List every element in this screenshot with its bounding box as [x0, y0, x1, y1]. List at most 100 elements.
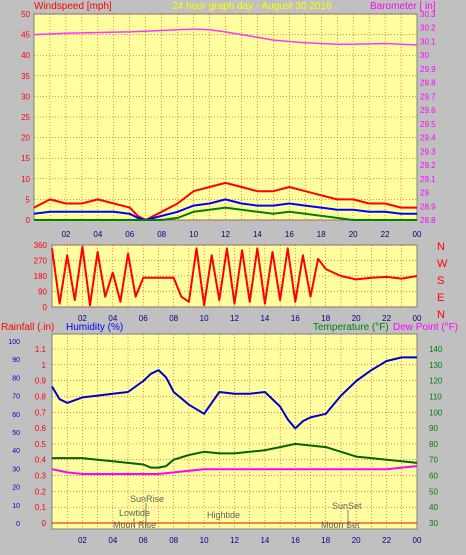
- dewpoint-axis-label: Dew Point (°F): [393, 322, 458, 333]
- temperature-tick: 110: [429, 392, 442, 401]
- direction-hour-tick: 00: [413, 314, 422, 323]
- humidity-tick: 40: [12, 448, 20, 455]
- climate-hour-tick: 18: [321, 536, 330, 545]
- event-lowtide: Lowtide: [119, 508, 150, 518]
- rainfall-tick: 0.5: [35, 440, 47, 449]
- humidity-tick: 70: [12, 394, 20, 401]
- climate-hour-tick: 12: [230, 536, 239, 545]
- rainfall-tick: 0.3: [35, 472, 47, 481]
- top-hour-tick: 20: [349, 230, 358, 239]
- barometer-tick: 29.6: [420, 106, 436, 115]
- direction-tick: 90: [38, 288, 47, 297]
- temperature-tick: 50: [429, 487, 438, 496]
- direction-hour-tick: 02: [78, 314, 87, 323]
- humidity-tick: 90: [12, 357, 20, 364]
- climate-hour-tick: 06: [139, 536, 148, 545]
- series-barometer: [33, 28, 418, 46]
- windspeed-tick: 40: [21, 51, 30, 60]
- rainfall-tick: 0.4: [35, 456, 47, 465]
- barometer-tick: 29.4: [420, 134, 436, 143]
- direction-tick: 270: [34, 257, 48, 266]
- temperature-tick: 120: [429, 377, 443, 386]
- barometer-tick: 30.2: [420, 24, 436, 33]
- series-humidity: [51, 356, 417, 430]
- humidity-tick: 60: [12, 412, 20, 419]
- climate-hour-tick: 04: [108, 536, 117, 545]
- climate-hour-tick: 22: [382, 536, 391, 545]
- barometer-tick: 28.9: [420, 202, 436, 211]
- top-hour-tick: 18: [317, 230, 326, 239]
- direction-hour-tick: 12: [230, 314, 239, 323]
- barometer-tick: 29.8: [420, 79, 436, 88]
- windspeed-tick: 25: [21, 113, 30, 122]
- barometer-tick: 29: [420, 189, 429, 198]
- climate-hour-tick: 14: [260, 536, 269, 545]
- barometer-tick: 29.7: [420, 92, 436, 101]
- direction-axes: 0 90 180 270 360 02 04 06 08 10 12 14 16 18 20 22 00: [34, 241, 422, 323]
- event-moonrise: Moon Rise: [113, 520, 156, 530]
- windspeed-tick: 20: [21, 134, 30, 143]
- top-hour-tick: 08: [157, 230, 166, 239]
- rainfall-tick: 0.9: [35, 377, 47, 386]
- top-axes: 0 5 10 15 20 25 30 35 40 45 50 28.8 28.9 29 29.1 29.2 29…: [21, 10, 436, 239]
- direction-hour-tick: 20: [352, 314, 361, 323]
- compass-w: W: [437, 258, 448, 270]
- temperature-tick: 140: [429, 345, 443, 354]
- series-temperature: [52, 442, 418, 469]
- temperature-tick: 40: [429, 503, 438, 512]
- rainfall-tick: 0.7: [35, 408, 47, 417]
- direction-hour-tick: 04: [108, 314, 117, 323]
- windspeed-axis-label: Windspeed [mph]: [34, 1, 112, 12]
- direction-series: [51, 245, 418, 307]
- direction-hour-tick: 22: [382, 314, 391, 323]
- humidity-tick: 100: [8, 339, 20, 346]
- barometer-tick: 30: [420, 51, 429, 60]
- top-hour-tick: 16: [285, 230, 294, 239]
- humidity-tick: 20: [12, 485, 20, 492]
- series-windspeed-low: [34, 206, 417, 221]
- climate-grid: [52, 334, 417, 529]
- top-hour-tick: 04: [93, 230, 102, 239]
- rainfall-tick: 0.6: [35, 424, 47, 433]
- climate-hour-tick: 16: [291, 536, 300, 545]
- barometer-tick: 30.1: [420, 37, 436, 46]
- windspeed-tick: 30: [21, 92, 30, 101]
- direction-tick: 360: [34, 241, 48, 250]
- rainfall-tick: 0.8: [35, 392, 47, 401]
- temperature-tick: 100: [429, 408, 443, 417]
- rainfall-tick: 1: [42, 361, 47, 370]
- temperature-tick: 80: [429, 440, 438, 449]
- rainfall-tick: 0: [42, 519, 47, 528]
- direction-tick: 0: [43, 303, 48, 312]
- direction-hour-tick: 10: [200, 314, 209, 323]
- windspeed-tick: 5: [26, 195, 31, 204]
- climate-hour-tick: 08: [169, 536, 178, 545]
- humidity-tick: 50: [12, 430, 20, 437]
- top-hour-tick: 14: [253, 230, 262, 239]
- climate-series: [51, 356, 418, 524]
- top-hour-tick: 10: [189, 230, 198, 239]
- rainfall-axis-label: Rainfall (.in): [1, 322, 54, 333]
- series-windspeed-average: [33, 198, 417, 221]
- series-dew-point: [51, 465, 418, 475]
- compass-s: S: [437, 275, 444, 287]
- top-hour-tick: 02: [61, 230, 70, 239]
- direction-hour-tick: 14: [260, 314, 269, 323]
- series-wind-direction: [51, 245, 418, 307]
- top-hour-tick: 12: [221, 230, 230, 239]
- compass-n-top: N: [437, 241, 445, 253]
- compass-labels: N W S E N: [437, 241, 448, 321]
- compass-e: E: [437, 292, 444, 304]
- barometer-tick: 29.9: [420, 65, 436, 74]
- humidity-tick: 80: [12, 375, 20, 382]
- temperature-tick: 30: [429, 519, 438, 528]
- astronomy-events: SunRise Lowtide Moon Rise Hightide SunSe…: [113, 494, 362, 530]
- chart-title: 24 hour graph day - August 30 2016: [172, 1, 332, 12]
- temperature-tick: 130: [429, 361, 443, 370]
- compass-n-bottom: N: [437, 309, 445, 321]
- humidity-axis-label: Humidity (%): [66, 322, 123, 333]
- barometer-tick: 29.1: [420, 175, 436, 184]
- barometer-tick: 29.3: [420, 147, 436, 156]
